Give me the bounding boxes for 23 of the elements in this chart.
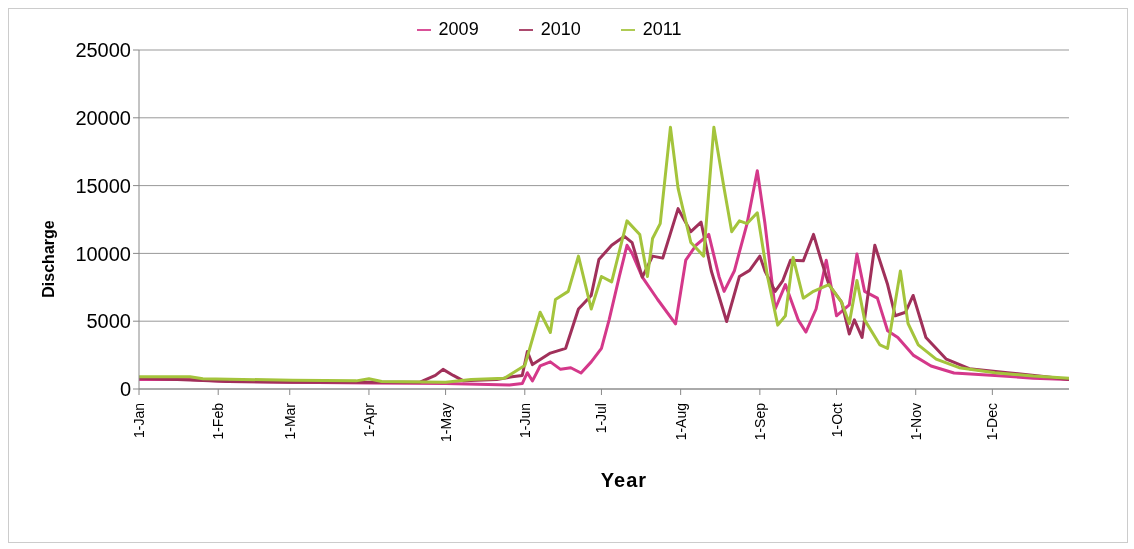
y-tick-label: 25000	[75, 39, 131, 62]
y-tick-label: 5000	[86, 310, 131, 333]
x-axis-title: Year	[599, 469, 649, 492]
x-tick-label: 1-Feb	[210, 402, 227, 440]
x-tick-label: 1-Aug	[672, 403, 689, 441]
x-tick-label: 1-Apr	[360, 402, 377, 438]
x-tick-label: 1-Jul	[593, 403, 610, 434]
x-tick-label: 1-Nov	[907, 403, 924, 441]
x-tick-label: 1-May	[437, 403, 454, 442]
x-tick-label: 1-Oct	[828, 402, 845, 438]
y-tick-label: 0	[119, 378, 131, 401]
x-tick-label: 1-Sep	[751, 402, 768, 441]
x-tick-label: 1-Jan	[131, 403, 147, 439]
legend-label: 2010	[540, 19, 581, 39]
legend-label: 2009	[438, 19, 479, 39]
x-tick-label: 1-Dec	[984, 403, 1001, 441]
y-tick-label: 10000	[75, 242, 131, 265]
legend-label: 2011	[642, 19, 682, 39]
y-tick-label: 15000	[75, 174, 131, 197]
x-tick-label: 1-Jun	[516, 403, 533, 439]
y-tick-label: 20000	[75, 106, 131, 129]
x-tick-label: 1-Mar	[281, 402, 298, 440]
y-axis-title: Discharge	[40, 220, 58, 298]
